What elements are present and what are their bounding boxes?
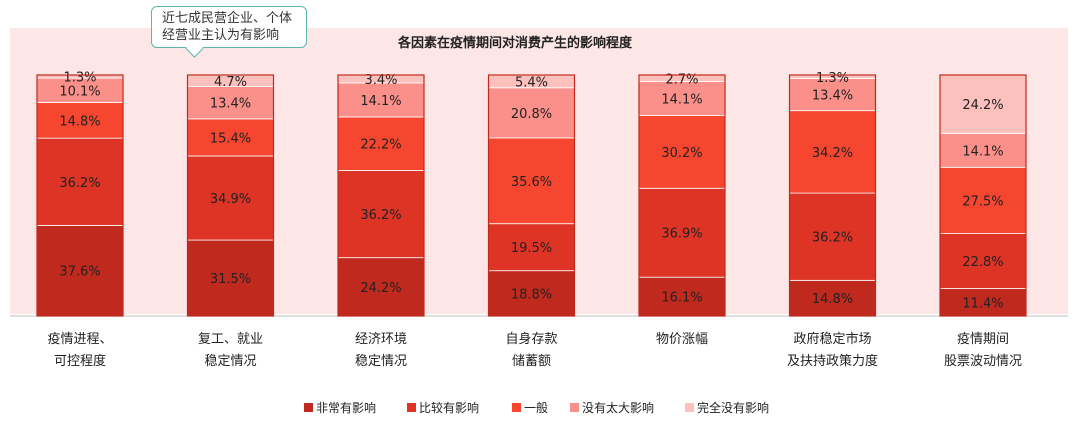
data-label: 14.1% <box>962 144 1003 159</box>
data-label: 2.7% <box>665 72 698 87</box>
bar-segment <box>488 223 575 272</box>
bar-segment <box>36 102 124 139</box>
legend-swatch <box>304 403 313 412</box>
legend-swatch <box>407 403 416 412</box>
data-label: 13.4% <box>210 97 251 112</box>
legend-label: 一般 <box>524 400 548 415</box>
bar-segment <box>939 233 1027 289</box>
data-label: 14.1% <box>360 94 401 109</box>
legend-swatch <box>512 403 521 412</box>
legend-label: 完全没有影响 <box>697 400 769 415</box>
data-label: 22.8% <box>962 255 1003 270</box>
category-label: 疫情进程、 <box>47 331 112 347</box>
category-label: 稳定情况 <box>355 353 407 369</box>
bar-outline <box>36 74 124 317</box>
bar-segment <box>488 137 575 225</box>
legend-swatch <box>570 403 579 412</box>
bar-segment <box>789 77 876 112</box>
bar-segment <box>488 87 575 139</box>
data-label: 36.2% <box>812 231 853 246</box>
data-label: 18.8% <box>511 287 552 302</box>
category-label: 政府稳定市场 <box>793 331 871 347</box>
bar-outline <box>638 74 726 317</box>
data-label: 3.4% <box>364 73 397 88</box>
bar-segment <box>36 77 124 103</box>
category-label: 自身存款 <box>505 331 557 347</box>
data-label: 36.2% <box>360 208 401 223</box>
category-label: 稳定情况 <box>204 353 256 369</box>
legend-swatch <box>685 403 694 412</box>
data-label: 30.2% <box>661 146 702 161</box>
data-label: 27.5% <box>962 194 1003 209</box>
data-label: 1.3% <box>816 71 849 86</box>
data-label: 31.5% <box>210 272 251 287</box>
bar-outline <box>186 74 275 317</box>
chart-title: 各因素在疫情期间对消费产生的影响程度 <box>397 35 633 51</box>
data-label: 24.2% <box>360 281 401 296</box>
category-label: 储蓄额 <box>512 354 551 369</box>
bar-outline <box>788 74 877 317</box>
data-label: 36.2% <box>59 176 100 191</box>
data-label: 19.5% <box>511 241 552 256</box>
bar-segment <box>638 115 726 189</box>
bar-segment <box>789 279 876 317</box>
bar-segment <box>939 288 1027 317</box>
legend: 非常有影响 比较有影响 一般 没有太大影响 完全没有影响 <box>304 400 769 415</box>
bar-outline <box>487 74 576 317</box>
category-label: 疫情期间 <box>957 331 1009 347</box>
data-label: 1.3% <box>63 71 96 86</box>
data-label: 35.6% <box>511 175 552 190</box>
data-label: 15.4% <box>210 131 251 146</box>
bar-segment <box>337 257 425 317</box>
data-label: 11.4% <box>962 296 1003 311</box>
bar-segment <box>337 82 425 118</box>
annotation-line-1: 近七成民营企业、个体 <box>162 11 293 26</box>
bar-segment <box>789 110 876 194</box>
bar-outline <box>939 74 1027 317</box>
data-label: 14.8% <box>59 114 100 129</box>
data-label: 37.6% <box>59 265 100 280</box>
bar-segment <box>187 86 274 120</box>
legend-label: 没有太大影响 <box>582 400 654 415</box>
bar-segment <box>939 166 1027 234</box>
data-label: 4.7% <box>214 75 247 90</box>
data-label: 5.4% <box>515 75 548 90</box>
category-label: 复工、就业 <box>198 332 263 347</box>
data-label: 13.4% <box>812 89 853 104</box>
data-label: 10.1% <box>59 84 100 99</box>
annotation-callout: 近七成民营企业、个体 经营业主认为有影响 <box>151 6 307 58</box>
bar-segment <box>187 155 274 241</box>
legend-label: 比较有影响 <box>419 400 479 415</box>
data-label: 36.9% <box>661 227 702 242</box>
data-label: 20.8% <box>511 107 552 122</box>
data-label: 14.8% <box>812 292 853 307</box>
bar-segment <box>36 224 124 317</box>
category-label: 股票波动情况 <box>944 354 1022 369</box>
bar-segment <box>939 132 1027 168</box>
category-label: 经济环境 <box>355 332 407 347</box>
data-label: 22.2% <box>360 138 401 153</box>
category-label: 可控程度 <box>54 353 106 369</box>
category-label: 及扶持政策力度 <box>787 353 878 369</box>
annotation-text: 近七成民营企业、个体 经营业主认为有影响 <box>162 10 296 44</box>
data-label: 34.2% <box>812 146 853 161</box>
legend-label: 非常有影响 <box>316 400 376 415</box>
data-label: 34.9% <box>210 192 251 207</box>
category-label: 物价涨幅 <box>656 332 708 347</box>
data-label: 16.1% <box>661 291 702 306</box>
bars-group: 37.6%36.2%14.8%10.1%1.3%31.5%34.9%15.4%1… <box>36 71 1027 317</box>
data-label: 24.2% <box>962 98 1003 113</box>
bar-outline <box>337 74 425 317</box>
data-label: 14.1% <box>661 92 702 107</box>
bar-segment <box>187 118 274 157</box>
annotation-line-2: 经营业主认为有影响 <box>162 28 280 43</box>
